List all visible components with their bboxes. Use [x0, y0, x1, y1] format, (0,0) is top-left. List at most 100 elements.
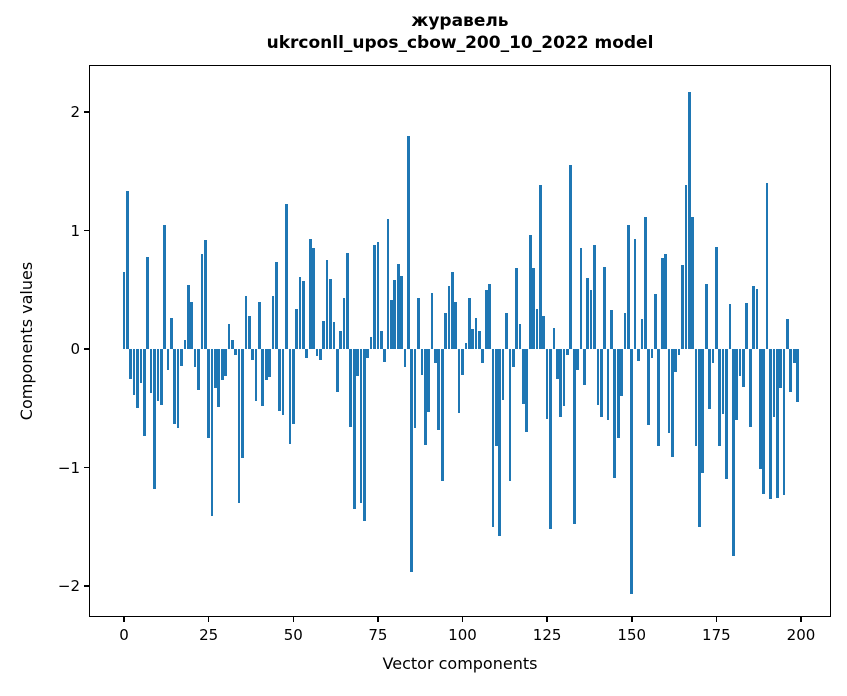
bar	[522, 349, 525, 404]
bar	[325, 260, 329, 349]
chart-title-word: журавель	[411, 11, 509, 31]
bar	[630, 349, 634, 595]
chart-title-model: ukrconll_upos_cbow_200_10_2022 model	[266, 33, 654, 53]
bar	[762, 349, 766, 494]
bar	[792, 349, 796, 364]
bar	[173, 349, 177, 424]
bar	[176, 349, 180, 429]
bar	[366, 349, 370, 359]
bar	[454, 301, 458, 349]
bar	[694, 349, 698, 447]
bar	[163, 224, 166, 349]
bar	[687, 91, 691, 349]
bar	[684, 185, 688, 349]
x-axis-tick-label: 150	[617, 626, 647, 644]
bar	[400, 275, 403, 349]
x-axis-tick-label: 100	[448, 626, 477, 644]
bar	[657, 349, 661, 447]
bar	[153, 349, 156, 489]
bar	[464, 343, 468, 349]
bar	[637, 349, 640, 361]
y-axis-tick	[84, 348, 89, 350]
bar	[139, 349, 143, 384]
bar	[701, 349, 705, 474]
bar	[457, 349, 461, 413]
bar	[274, 262, 278, 349]
bar	[620, 349, 623, 397]
bar	[146, 256, 150, 349]
bar	[312, 248, 315, 349]
bar	[342, 298, 346, 349]
bar	[654, 294, 657, 349]
bar	[264, 349, 268, 380]
bar	[488, 283, 491, 349]
bar	[393, 280, 397, 349]
y-axis-tick	[84, 111, 89, 113]
bar	[379, 331, 383, 349]
bar	[515, 268, 518, 349]
bar	[149, 349, 153, 393]
bar	[298, 276, 302, 349]
bar	[593, 244, 596, 349]
bar	[681, 264, 684, 349]
bar	[210, 349, 214, 517]
bar	[643, 217, 647, 349]
bar	[782, 349, 786, 495]
bar	[742, 349, 745, 387]
bar	[200, 254, 204, 349]
bar	[271, 295, 275, 349]
bar	[376, 242, 380, 349]
bar	[170, 318, 173, 349]
bar	[671, 349, 674, 457]
bar	[427, 349, 430, 412]
y-axis-label: Components values	[17, 261, 36, 421]
bar	[779, 349, 783, 389]
bar	[711, 349, 715, 364]
bar	[142, 349, 146, 436]
bar	[281, 349, 285, 416]
bar	[542, 315, 546, 349]
bar	[295, 308, 298, 349]
bar	[197, 349, 200, 391]
bar	[258, 301, 261, 349]
bar	[674, 349, 678, 372]
bar	[481, 349, 485, 364]
bar	[491, 349, 495, 527]
bar	[278, 349, 282, 411]
x-axis-tick-label: 200	[786, 626, 816, 644]
bar	[616, 349, 620, 438]
bar	[677, 349, 681, 355]
bar	[373, 244, 376, 349]
bar	[356, 349, 359, 377]
bar	[285, 204, 288, 349]
bar	[180, 349, 183, 366]
x-axis-tick-label: 50	[283, 626, 303, 644]
bar	[772, 349, 776, 417]
bar	[735, 349, 739, 421]
bar	[745, 302, 749, 349]
bar	[579, 248, 583, 349]
bar	[484, 289, 488, 349]
bar	[599, 349, 603, 417]
bar	[664, 254, 667, 349]
bar	[254, 349, 258, 402]
bar	[302, 281, 305, 349]
bar	[291, 349, 295, 424]
bar	[528, 235, 532, 349]
bar	[596, 349, 600, 405]
bar	[545, 349, 549, 419]
bar	[586, 277, 590, 349]
bar	[261, 349, 265, 406]
bar	[369, 337, 373, 349]
bar	[518, 324, 522, 349]
bar	[413, 349, 417, 429]
bar	[224, 349, 227, 377]
bar	[603, 267, 606, 349]
y-axis-tick	[84, 585, 89, 587]
bar	[765, 183, 769, 349]
bar	[268, 349, 271, 378]
bar	[508, 349, 512, 481]
bar	[288, 349, 292, 444]
bar	[738, 349, 742, 377]
bar	[359, 349, 363, 504]
